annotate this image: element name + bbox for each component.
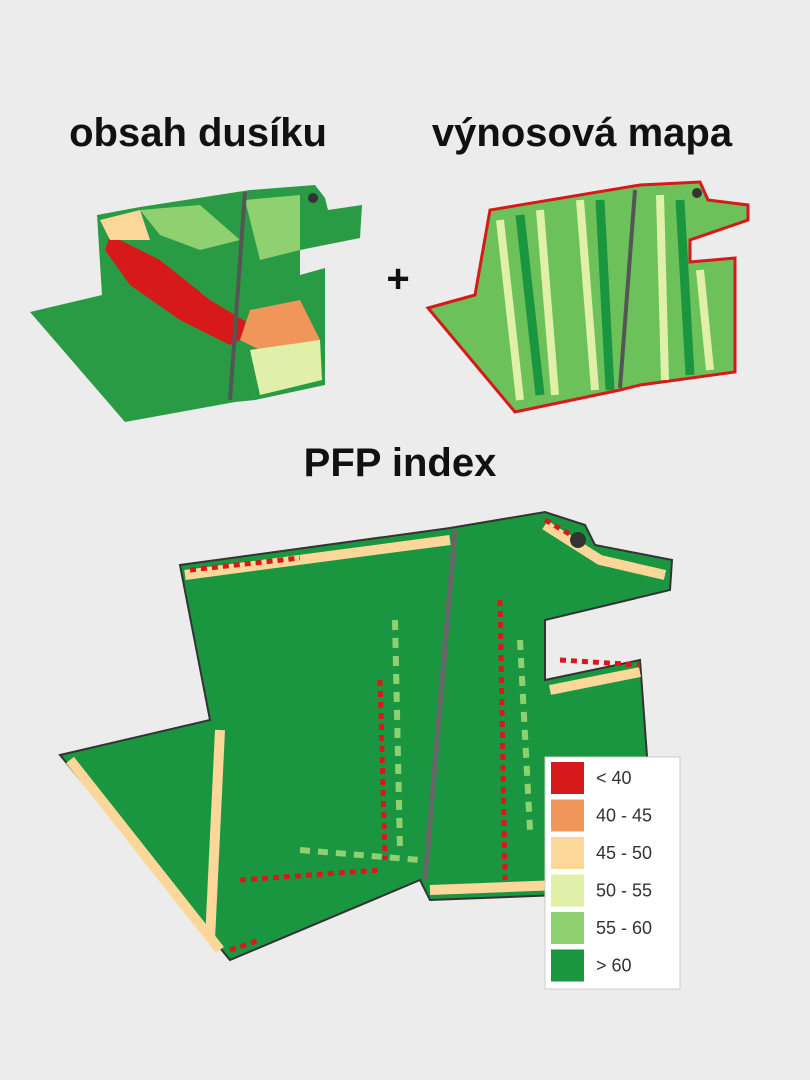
yield-map	[425, 180, 750, 414]
legend-swatch	[551, 762, 584, 794]
zone	[250, 340, 322, 395]
main-title: PFP index	[304, 441, 497, 485]
zone	[100, 210, 150, 240]
legend-label: 50 - 55	[596, 880, 652, 900]
marker	[692, 188, 702, 198]
zone	[515, 199, 695, 396]
legend-label: 40 - 45	[596, 805, 652, 825]
zone	[66, 520, 667, 954]
nitrogen-map	[30, 185, 362, 422]
legend-swatch	[551, 912, 584, 944]
marker	[570, 532, 586, 548]
legend-swatch	[551, 837, 584, 869]
right-title: výnosová mapa	[432, 111, 733, 155]
pfp-map	[58, 510, 674, 962]
marker	[308, 193, 318, 203]
zone	[245, 195, 300, 260]
legend-label: < 40	[596, 768, 632, 788]
zone	[105, 235, 260, 345]
zone	[496, 194, 714, 401]
left-title: obsah dusíku	[69, 111, 327, 155]
legend-label: 45 - 50	[596, 843, 652, 863]
legend: < 40 40 - 45 45 - 50 50 - 55 55 - 60 > 60	[544, 756, 681, 990]
zone	[189, 517, 641, 953]
legend-swatch	[551, 949, 584, 982]
zone	[140, 205, 240, 250]
road	[422, 529, 458, 881]
legend-swatch	[551, 874, 584, 907]
legend-swatch	[551, 799, 584, 832]
legend-label: 55 - 60	[596, 918, 652, 938]
legend-label: > 60	[596, 955, 632, 975]
road	[618, 189, 637, 389]
zone	[299, 619, 533, 863]
road	[228, 191, 247, 401]
plus: +	[386, 257, 409, 301]
